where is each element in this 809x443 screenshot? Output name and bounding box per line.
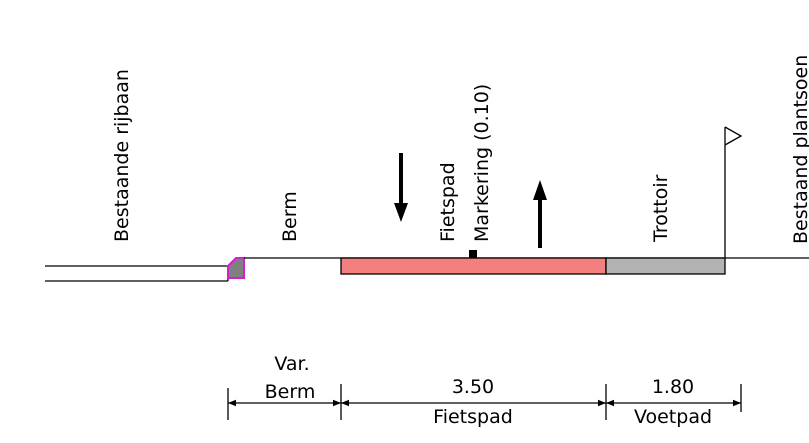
label: Trottoir — [650, 174, 672, 243]
vertical-labels: Bestaande rijbaan Berm Fietspad Markerin… — [111, 55, 809, 244]
marking — [469, 250, 477, 258]
sidewalk — [605, 257, 726, 275]
label: Berm — [279, 191, 301, 242]
dimension-value: 3.50 — [452, 376, 494, 398]
dimension-value: 1.80 — [652, 376, 694, 398]
curb — [227, 257, 245, 279]
dimension-label: Fietspad — [433, 406, 513, 428]
label: Markering (0.10) — [471, 84, 493, 242]
dimension-labels: Var. Berm 3.50 Fietspad 1.80 Voetpad — [265, 353, 712, 428]
cycle-path — [340, 257, 607, 275]
label: Fietspad — [437, 162, 459, 242]
boundary-flag — [724, 126, 743, 258]
direction-arrows — [394, 153, 547, 248]
dimension-label: Var. — [274, 353, 309, 375]
label: Bestaande rijbaan — [111, 69, 133, 242]
label: Bestaand plantsoen — [790, 55, 809, 244]
dimension-line — [227, 384, 742, 420]
road — [45, 265, 229, 282]
dimension-label: Voetpad — [634, 406, 712, 428]
dimension-label: Berm — [265, 381, 316, 403]
